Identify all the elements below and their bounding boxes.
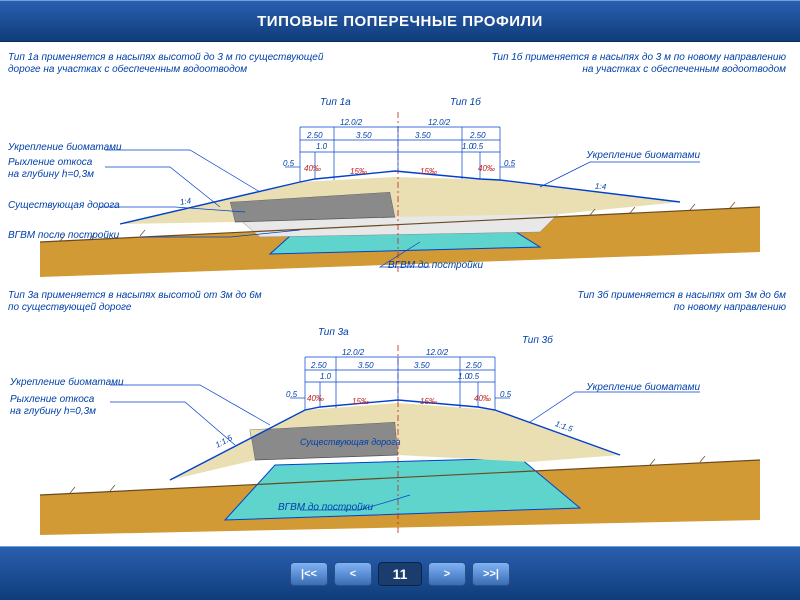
dim-40-l: 40‰ <box>304 164 321 173</box>
profile-bottom: Существующая дорога <box>0 310 800 540</box>
nav-next-button[interactable]: > <box>428 562 466 586</box>
page-number: 11 <box>378 562 422 586</box>
bcall-biomat-l: Укрепление биоматами <box>10 377 124 389</box>
bdim-15-r: 15‰ <box>420 397 437 406</box>
bdim-05-ro: 0.5 <box>500 390 511 399</box>
call-loosen: Рыхление откосана глубину h=0,3м <box>8 157 94 180</box>
label-bot-3b: Тип 3б <box>522 335 553 347</box>
bdim-350-r: 3.50 <box>414 361 430 370</box>
bdim-40-l: 40‰ <box>307 394 324 403</box>
bdim-250-r: 2.50 <box>466 361 482 370</box>
dim-top-l: 12.0/2 <box>340 118 362 127</box>
bdim-05-r: 0.5 <box>468 372 479 381</box>
dim-40-r: 40‰ <box>478 164 495 173</box>
bdim-10-r: 1.0 <box>458 372 469 381</box>
footer-bar: |<< < 11 > >>| <box>0 546 800 600</box>
bcall-loosen: Рыхление откосана глубину h=0,3м <box>10 394 96 417</box>
nav-prev-button[interactable]: < <box>334 562 372 586</box>
dim-top-r: 12.0/2 <box>428 118 450 127</box>
bdim-15-l: 15‰ <box>352 397 369 406</box>
dim-250-l: 2.50 <box>307 131 323 140</box>
call-biomat-l: Укрепление биоматами <box>8 142 122 154</box>
profile-top <box>0 72 800 292</box>
dim-05-r: 0.5 <box>472 142 483 151</box>
dim-350-r: 3.50 <box>415 131 431 140</box>
nav-first-button[interactable]: |<< <box>290 562 328 586</box>
nav-last-button[interactable]: >>| <box>472 562 510 586</box>
label-top-1a: Тип 1а <box>320 97 351 109</box>
diagram-content: Тип 1а применяется в насыпях высотой до … <box>0 42 800 546</box>
bdim-40-r: 40‰ <box>474 394 491 403</box>
slope-r: 1:4 <box>595 182 607 192</box>
slope-l: 1:4 <box>179 196 191 206</box>
dim-15-r: 15‰ <box>420 167 437 176</box>
dim-05-ro: 0.5 <box>504 159 515 168</box>
header-bar: ТИПОВЫЕ ПОПЕРЕЧНЫЕ ПРОФИЛИ <box>0 0 800 42</box>
bdim-top-r: 12.0/2 <box>426 348 448 357</box>
label-bot-3a: Тип 3а <box>318 327 349 339</box>
dim-250-r: 2.50 <box>470 131 486 140</box>
bdim-250-l: 2.50 <box>311 361 327 370</box>
call-wafter: ВГВМ после постройки <box>8 230 119 242</box>
dim-15-l: 15‰ <box>350 167 367 176</box>
inline-exroad: Существующая дорога <box>300 437 401 447</box>
dim-350-l: 3.50 <box>356 131 372 140</box>
bdim-10-l: 1.0 <box>320 372 331 381</box>
call-exroad: Существующая дорога <box>8 200 120 212</box>
bdim-top-l: 12.0/2 <box>342 348 364 357</box>
call-wbefore: ВГВМ до постройки <box>388 260 483 272</box>
dim-10-l: 1.0 <box>316 142 327 151</box>
call-biomat-r: Укрепление биоматами <box>586 150 700 162</box>
label-top-1b: Тип 1б <box>450 97 481 109</box>
dim-10-r: 1.0 <box>462 142 473 151</box>
bdim-05-lo: 0.5 <box>286 390 297 399</box>
dim-05-lo: 0.5 <box>283 159 294 168</box>
bdim-350-l: 3.50 <box>358 361 374 370</box>
bcall-wbefore: ВГВМ до постройки <box>278 502 373 514</box>
bcall-biomat-r: Укрепление биоматами <box>586 382 700 394</box>
page-title: ТИПОВЫЕ ПОПЕРЕЧНЫЕ ПРОФИЛИ <box>257 13 543 30</box>
